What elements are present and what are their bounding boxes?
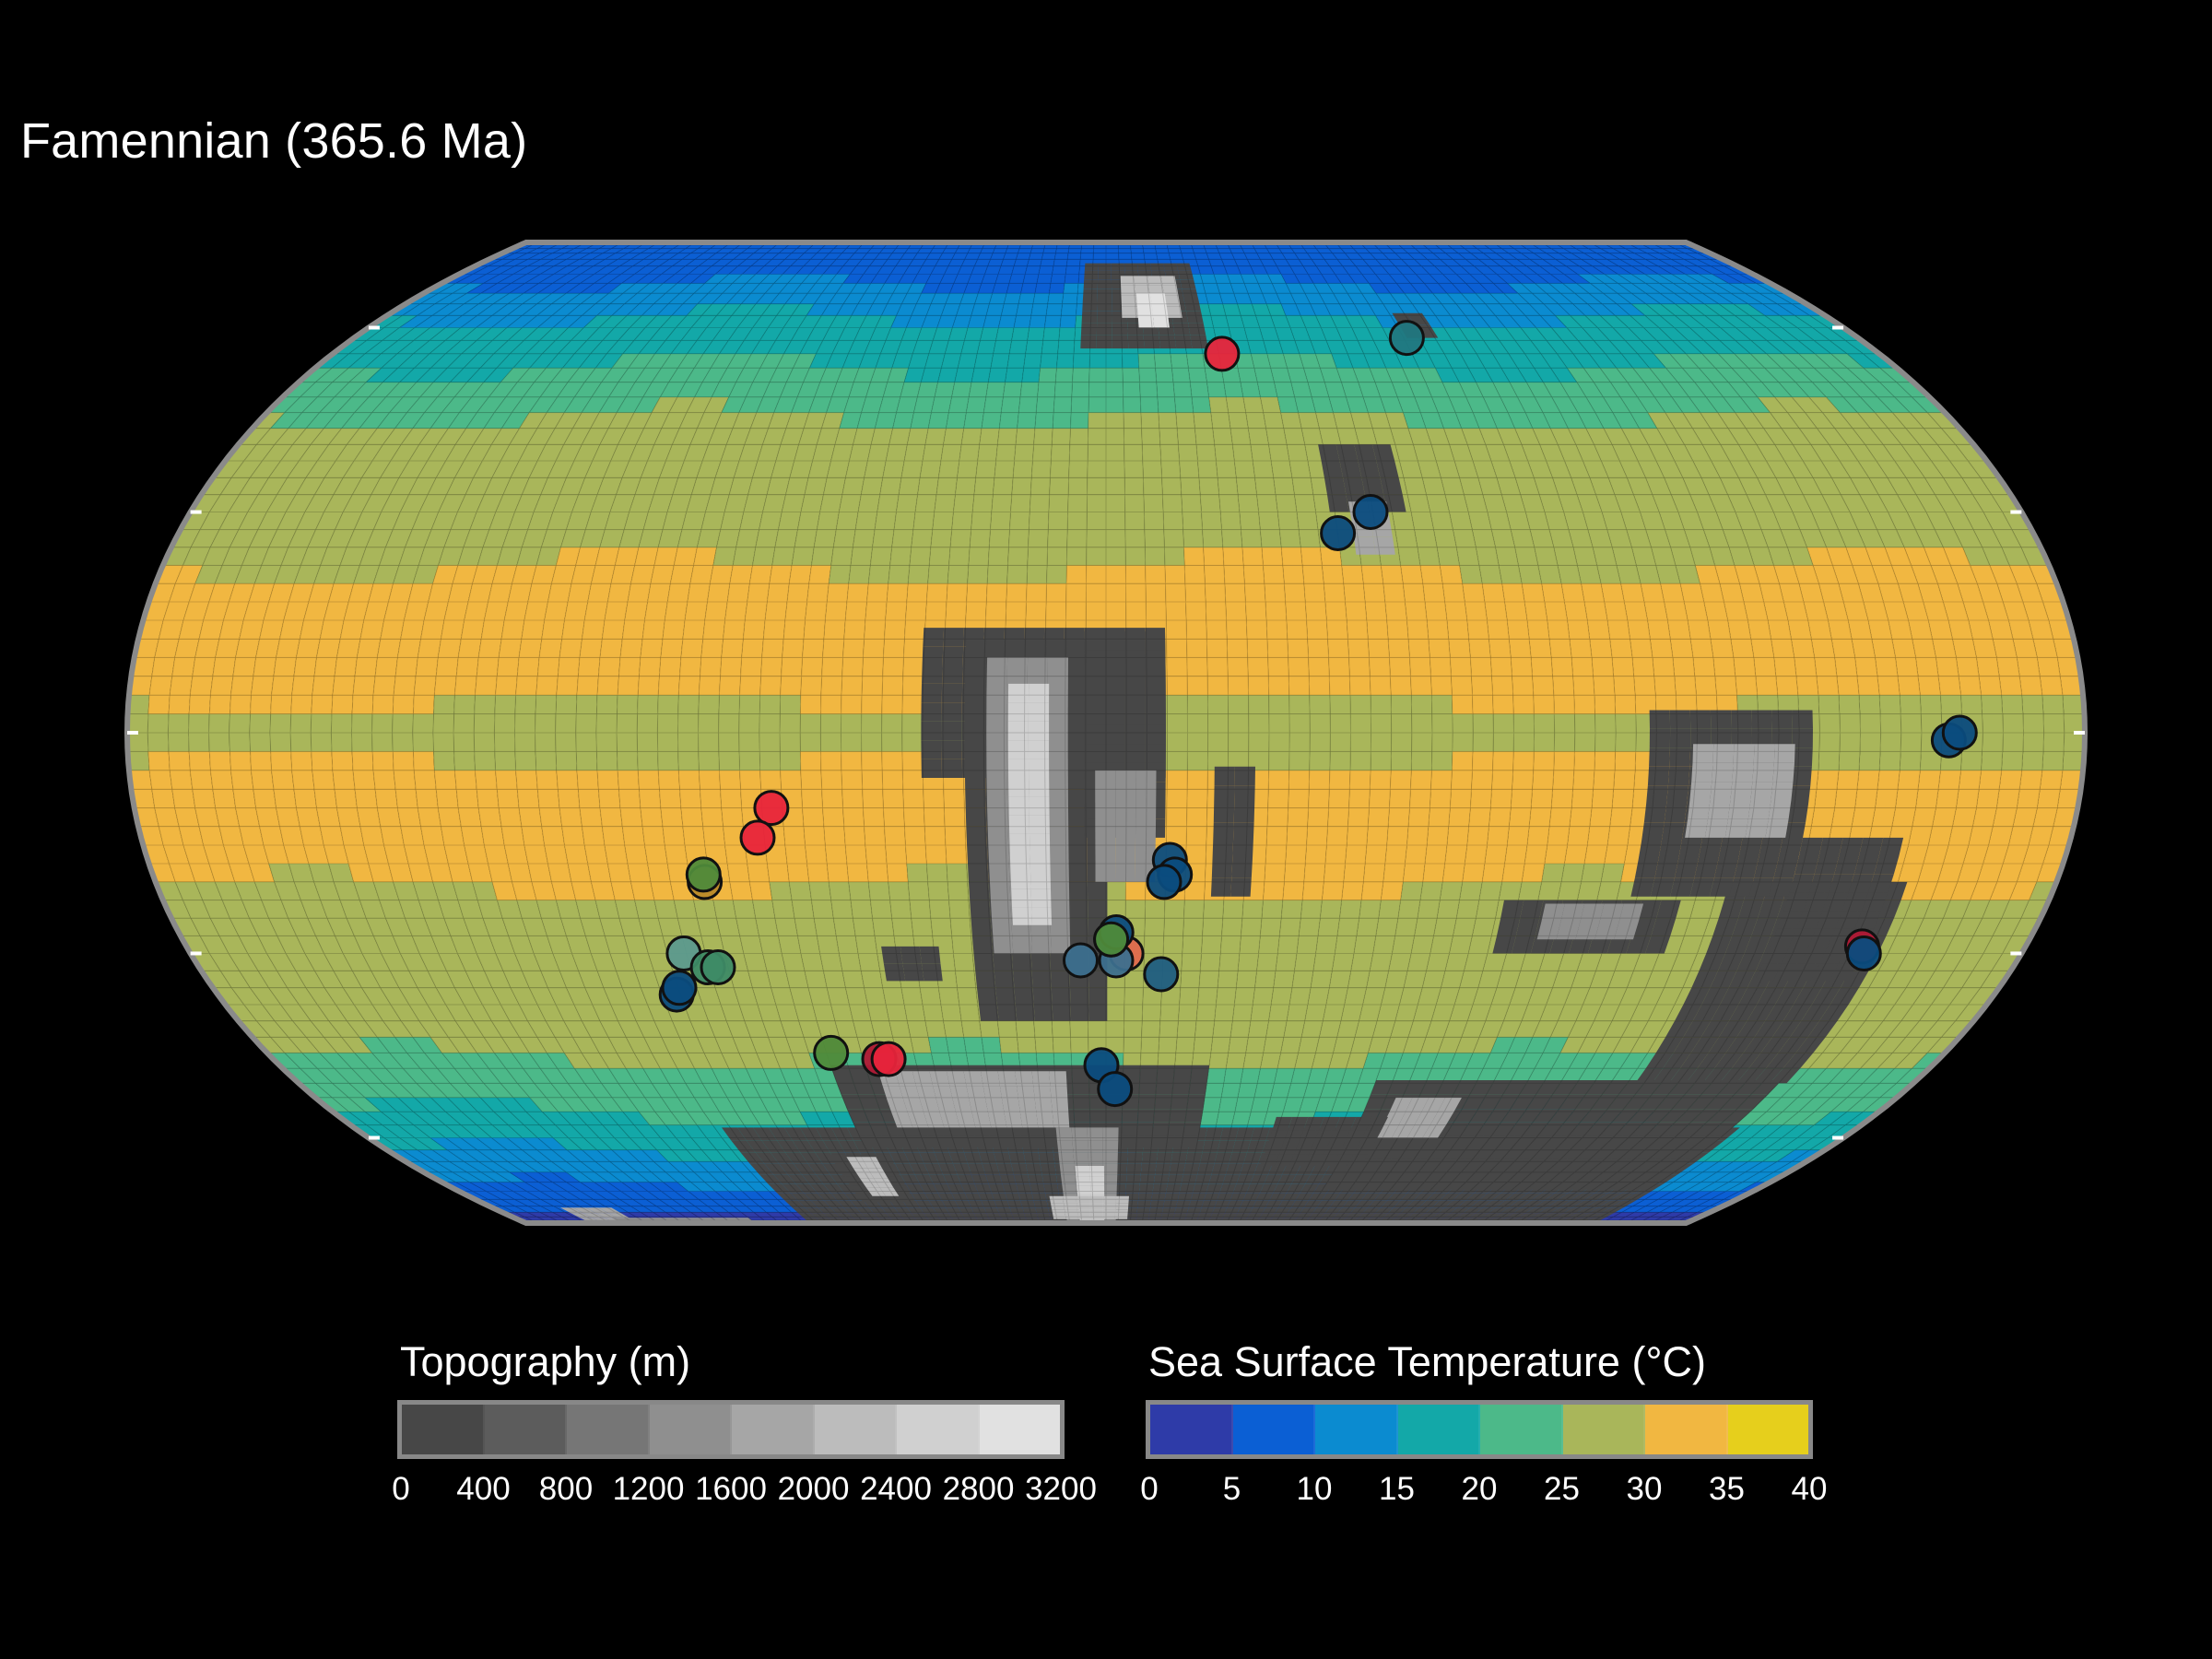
fossil-occurrences bbox=[658, 320, 1978, 1108]
occurrence-point bbox=[1146, 864, 1182, 900]
occurrence-point bbox=[1063, 942, 1099, 979]
topography-swatch bbox=[567, 1405, 650, 1454]
sst-tick-label: 40 bbox=[1791, 1471, 1828, 1507]
sst-swatch bbox=[1480, 1405, 1563, 1454]
occurrence-point bbox=[1204, 335, 1241, 372]
latitude-ticks bbox=[127, 325, 2085, 1140]
topography-tick-label: 1200 bbox=[612, 1471, 685, 1507]
sst-tick-label: 5 bbox=[1222, 1471, 1241, 1507]
occurrence-point bbox=[1097, 1071, 1134, 1108]
sst-swatch bbox=[1562, 1405, 1645, 1454]
occurrence-point bbox=[1093, 921, 1130, 958]
topography-colorbar bbox=[397, 1400, 1065, 1459]
sst-tick-label: 0 bbox=[1140, 1471, 1159, 1507]
topography-swatch bbox=[814, 1405, 897, 1454]
sst-swatch bbox=[1315, 1405, 1398, 1454]
occurrence-point bbox=[1320, 515, 1357, 551]
occurrence-point bbox=[1143, 956, 1180, 993]
occurrence-point bbox=[1941, 714, 1978, 751]
occurrence-point bbox=[739, 819, 776, 856]
topography-tick-labels: 0 400 800 1200 1600 2000 2400 2800 3200 bbox=[392, 1471, 1097, 1512]
occurrence-point bbox=[661, 970, 698, 1006]
occurrence-point bbox=[1352, 494, 1389, 530]
occurrence-point bbox=[685, 856, 722, 893]
topography-tick-label: 400 bbox=[456, 1471, 511, 1507]
sst-swatch bbox=[1397, 1405, 1480, 1454]
topography-swatch bbox=[979, 1405, 1060, 1454]
map-body bbox=[127, 242, 2085, 1223]
map-title: Famennian (365.6 Ma) bbox=[20, 113, 528, 169]
sst-tick-label: 15 bbox=[1379, 1471, 1415, 1507]
sst-swatch bbox=[1727, 1405, 1808, 1454]
occurrence-point bbox=[700, 949, 736, 985]
sst-tick-label: 10 bbox=[1296, 1471, 1333, 1507]
globe-outline bbox=[124, 240, 2088, 1226]
topography-swatch bbox=[732, 1405, 815, 1454]
sst-tick-label: 35 bbox=[1709, 1471, 1745, 1507]
topography-tick-label: 2000 bbox=[777, 1471, 850, 1507]
sst-tick-label: 30 bbox=[1626, 1471, 1663, 1507]
topography-tick-label: 800 bbox=[538, 1471, 594, 1507]
topography-tick-label: 2800 bbox=[942, 1471, 1015, 1507]
topography-tick-label: 2400 bbox=[860, 1471, 932, 1507]
sst-tick-label: 25 bbox=[1544, 1471, 1580, 1507]
occurrence-point bbox=[753, 790, 790, 827]
topography-legend-title: Topography (m) bbox=[400, 1338, 691, 1385]
occurrence-point bbox=[1388, 320, 1425, 357]
topography-swatch bbox=[897, 1405, 980, 1454]
topography-swatch bbox=[484, 1405, 567, 1454]
sst-tick-labels: 0 5 10 15 20 25 30 35 40 bbox=[1140, 1471, 1827, 1512]
sst-legend-title: Sea Surface Temperature (°C) bbox=[1148, 1338, 1706, 1385]
sst-tick-label: 20 bbox=[1461, 1471, 1498, 1507]
sst-swatch bbox=[1150, 1405, 1233, 1454]
sst-swatch bbox=[1232, 1405, 1315, 1454]
continents-topography bbox=[559, 263, 1908, 1223]
sst-swatch bbox=[1645, 1405, 1728, 1454]
topography-tick-label: 3200 bbox=[1025, 1471, 1097, 1507]
occurrence-point bbox=[813, 1034, 850, 1071]
topography-swatch bbox=[402, 1405, 485, 1454]
topography-tick-label: 1600 bbox=[695, 1471, 767, 1507]
topography-swatch bbox=[649, 1405, 732, 1454]
topography-tick-label: 0 bbox=[392, 1471, 410, 1507]
occurrence-point bbox=[1845, 935, 1882, 971]
sst-colorbar bbox=[1146, 1400, 1813, 1459]
occurrence-point bbox=[870, 1041, 907, 1077]
